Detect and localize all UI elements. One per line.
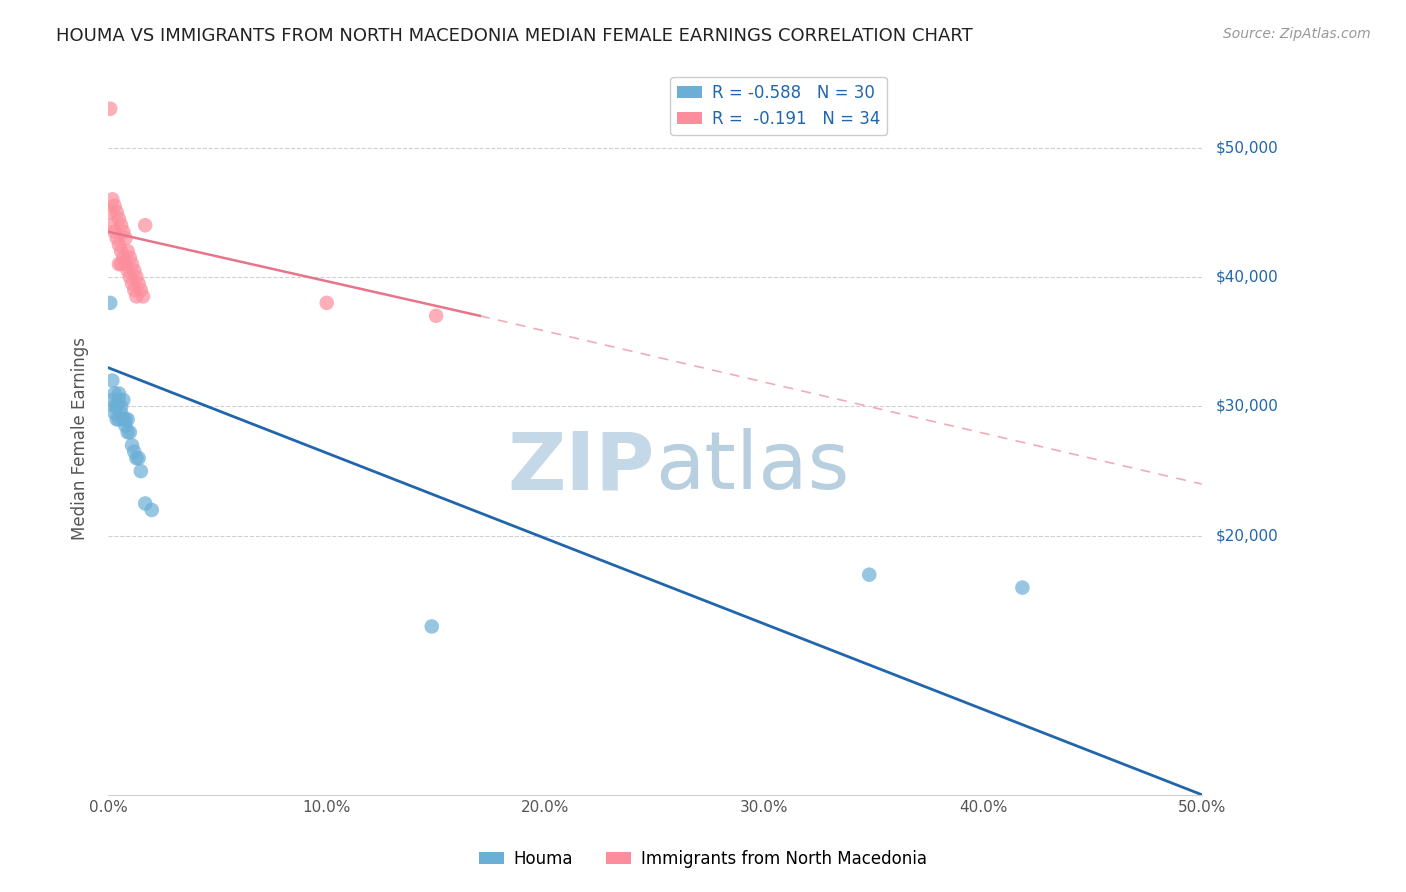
Point bbox=[103, 386, 125, 401]
Point bbox=[134, 496, 156, 510]
Text: $20,000: $20,000 bbox=[1216, 528, 1278, 543]
Point bbox=[118, 425, 141, 440]
Point bbox=[110, 400, 132, 414]
Point bbox=[118, 251, 141, 265]
Point bbox=[121, 277, 143, 291]
Point bbox=[117, 425, 139, 440]
Point bbox=[121, 438, 143, 452]
Point bbox=[110, 406, 132, 420]
Point bbox=[114, 412, 136, 426]
Point bbox=[125, 289, 148, 303]
Point bbox=[108, 392, 131, 407]
Point bbox=[114, 418, 136, 433]
Point bbox=[105, 205, 128, 219]
Point bbox=[98, 205, 121, 219]
Point bbox=[112, 225, 135, 239]
Point bbox=[103, 225, 125, 239]
Point bbox=[108, 237, 131, 252]
Text: $30,000: $30,000 bbox=[1216, 399, 1278, 414]
Point bbox=[108, 412, 131, 426]
Point bbox=[134, 218, 156, 232]
Point bbox=[117, 412, 139, 426]
Legend: Houma, Immigrants from North Macedonia: Houma, Immigrants from North Macedonia bbox=[472, 844, 934, 875]
Point bbox=[110, 257, 132, 271]
Point bbox=[129, 464, 152, 478]
Point bbox=[1011, 581, 1033, 595]
Point bbox=[108, 211, 131, 226]
Point bbox=[122, 444, 145, 458]
Point bbox=[128, 451, 150, 466]
Y-axis label: Median Female Earnings: Median Female Earnings bbox=[72, 337, 89, 541]
Point bbox=[420, 619, 443, 633]
Point bbox=[118, 270, 141, 285]
Point bbox=[103, 406, 125, 420]
Point bbox=[132, 289, 155, 303]
Point bbox=[105, 400, 128, 414]
Point bbox=[108, 257, 131, 271]
Point bbox=[101, 374, 124, 388]
Point bbox=[122, 283, 145, 297]
Point bbox=[98, 296, 121, 310]
Point bbox=[858, 567, 880, 582]
Point bbox=[103, 199, 125, 213]
Point bbox=[110, 244, 132, 259]
Point bbox=[112, 251, 135, 265]
Point bbox=[114, 231, 136, 245]
Point bbox=[117, 263, 139, 277]
Point bbox=[315, 296, 337, 310]
Point bbox=[141, 503, 163, 517]
Point bbox=[122, 263, 145, 277]
Point bbox=[98, 102, 121, 116]
Point bbox=[128, 277, 150, 291]
Point bbox=[125, 270, 148, 285]
Text: HOUMA VS IMMIGRANTS FROM NORTH MACEDONIA MEDIAN FEMALE EARNINGS CORRELATION CHAR: HOUMA VS IMMIGRANTS FROM NORTH MACEDONIA… bbox=[56, 27, 973, 45]
Point bbox=[101, 218, 124, 232]
Point bbox=[101, 392, 124, 407]
Point bbox=[121, 257, 143, 271]
Point bbox=[108, 386, 131, 401]
Point bbox=[114, 257, 136, 271]
Point bbox=[110, 218, 132, 232]
Point bbox=[117, 244, 139, 259]
Point bbox=[125, 451, 148, 466]
Point bbox=[425, 309, 447, 323]
Text: ZIP: ZIP bbox=[508, 428, 655, 507]
Point bbox=[101, 192, 124, 206]
Text: atlas: atlas bbox=[655, 428, 849, 507]
Point bbox=[112, 412, 135, 426]
Point bbox=[112, 392, 135, 407]
Point bbox=[105, 412, 128, 426]
Text: Source: ZipAtlas.com: Source: ZipAtlas.com bbox=[1223, 27, 1371, 41]
Text: $40,000: $40,000 bbox=[1216, 269, 1278, 285]
Point bbox=[103, 400, 125, 414]
Text: $50,000: $50,000 bbox=[1216, 140, 1278, 155]
Point bbox=[129, 283, 152, 297]
Point bbox=[105, 231, 128, 245]
Legend: R = -0.588   N = 30, R =  -0.191   N = 34: R = -0.588 N = 30, R = -0.191 N = 34 bbox=[671, 77, 887, 135]
